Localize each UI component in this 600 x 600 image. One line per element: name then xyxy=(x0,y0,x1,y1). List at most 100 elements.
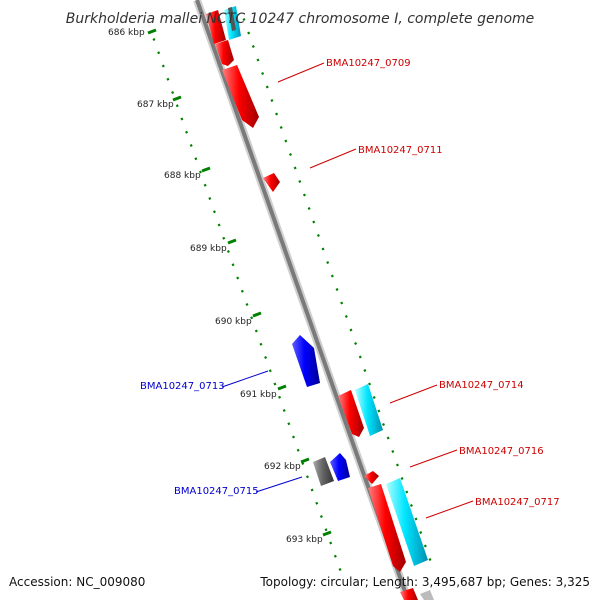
gene-label-0717[interactable]: BMA10247_0717 xyxy=(475,497,560,508)
tick-mark xyxy=(227,238,237,245)
gene-label-0715[interactable]: BMA10247_0715 xyxy=(174,486,259,497)
track-dot xyxy=(287,422,291,426)
tick-mark xyxy=(201,166,211,173)
track-dot xyxy=(405,490,409,494)
track-dot xyxy=(340,301,344,305)
track-dot xyxy=(338,568,342,571)
track-dot xyxy=(236,276,240,280)
track-dot xyxy=(292,435,295,439)
track-dot xyxy=(423,544,427,548)
tick-label: 686 kbp xyxy=(108,28,145,38)
track-dot xyxy=(240,289,244,293)
track-dot xyxy=(307,207,311,210)
track-dot xyxy=(273,382,277,386)
tick-mark xyxy=(172,95,182,102)
gene-label-0714[interactable]: BMA10247_0714 xyxy=(439,380,524,391)
gene-arrow xyxy=(222,65,259,128)
gene-label-0713[interactable]: BMA10247_0713 xyxy=(140,381,225,392)
gene-arrow xyxy=(330,453,350,481)
gene-feature-gray xyxy=(228,7,236,31)
track-dot xyxy=(175,104,179,108)
tick-label: 692 kbp xyxy=(264,462,301,472)
track-dot xyxy=(301,462,305,465)
callout-line xyxy=(277,62,325,83)
tick-mark xyxy=(300,457,310,464)
track-dot xyxy=(180,117,184,121)
map-title: Burkholderia mallei NCTC 10247 chromosom… xyxy=(66,11,535,27)
track-dot xyxy=(166,77,170,81)
track-dot xyxy=(254,329,258,333)
track-dot xyxy=(284,139,288,143)
track-dot xyxy=(326,261,330,264)
track-dot xyxy=(203,183,207,187)
callout-line xyxy=(425,500,474,519)
track-dot xyxy=(354,342,358,345)
track-dot xyxy=(242,18,246,21)
gene-arrow xyxy=(364,471,379,484)
track-dot xyxy=(372,396,376,399)
kbp-tick-marks: 686 kbp 687 kbp 688 kbp 689 kbp 690 kbp … xyxy=(108,28,332,545)
gene-feature-cyan xyxy=(386,478,428,566)
track-dot xyxy=(270,99,274,102)
track-dot xyxy=(161,64,165,68)
track-dot xyxy=(330,274,334,278)
track-dot xyxy=(256,58,260,62)
tick-label: 687 kbp xyxy=(137,100,174,110)
tick-label: 689 kbp xyxy=(190,244,227,254)
track-dot xyxy=(259,342,263,346)
gene-label-0716[interactable]: BMA10247_0716 xyxy=(459,446,544,457)
track-dot xyxy=(329,541,333,545)
gene-label-0709[interactable]: BMA10247_0709 xyxy=(326,58,411,69)
track-dot xyxy=(296,448,300,452)
track-dot xyxy=(245,303,249,306)
track-dot xyxy=(265,85,269,89)
track-dot xyxy=(250,316,254,320)
track-dot xyxy=(333,554,337,558)
track-dot xyxy=(194,157,198,161)
gene-arrow xyxy=(338,390,364,437)
gene-arrow xyxy=(400,588,418,600)
gene-feature-cyan xyxy=(355,384,383,436)
track-dot xyxy=(298,180,302,183)
track-dot xyxy=(282,409,286,412)
callout-line xyxy=(409,449,458,468)
track-dot xyxy=(414,517,418,521)
gene-callouts: BMA10247_0709 BMA10247_0711 BMA10247_071… xyxy=(140,58,560,519)
track-dot xyxy=(382,423,385,426)
track-dot xyxy=(400,477,404,480)
gene-arrow xyxy=(215,40,234,66)
genome-summary-text: Topology: circular; Length: 3,495,687 bp… xyxy=(259,575,590,589)
gene-arrow xyxy=(292,335,320,387)
gene-arrow xyxy=(368,484,406,572)
track-dot xyxy=(279,126,283,129)
track-dot xyxy=(171,91,175,94)
track-dot xyxy=(324,528,328,532)
gene-label-0711[interactable]: BMA10247_0711 xyxy=(358,145,443,156)
track-dot xyxy=(212,210,216,214)
track-dot xyxy=(409,504,413,507)
track-dot xyxy=(289,153,292,156)
track-dot xyxy=(152,38,156,41)
track-dot xyxy=(247,31,251,35)
callout-line xyxy=(389,384,438,404)
track-dot xyxy=(368,382,372,386)
track-dot xyxy=(217,223,221,227)
track-dot xyxy=(386,436,390,440)
track-dot xyxy=(275,112,279,116)
track-dot xyxy=(344,315,348,318)
tick-mark xyxy=(322,530,332,537)
track-dot xyxy=(363,369,367,372)
callout-line xyxy=(221,370,269,388)
gene-arrow xyxy=(206,10,226,44)
track-dot xyxy=(251,45,255,48)
track-dot xyxy=(428,558,432,561)
track-dot xyxy=(226,250,230,253)
track-dot xyxy=(199,170,202,174)
track-dot xyxy=(305,475,309,479)
track-dot xyxy=(310,488,314,492)
track-dot xyxy=(391,450,395,453)
track-dot xyxy=(312,220,316,224)
track-dot xyxy=(278,395,282,399)
